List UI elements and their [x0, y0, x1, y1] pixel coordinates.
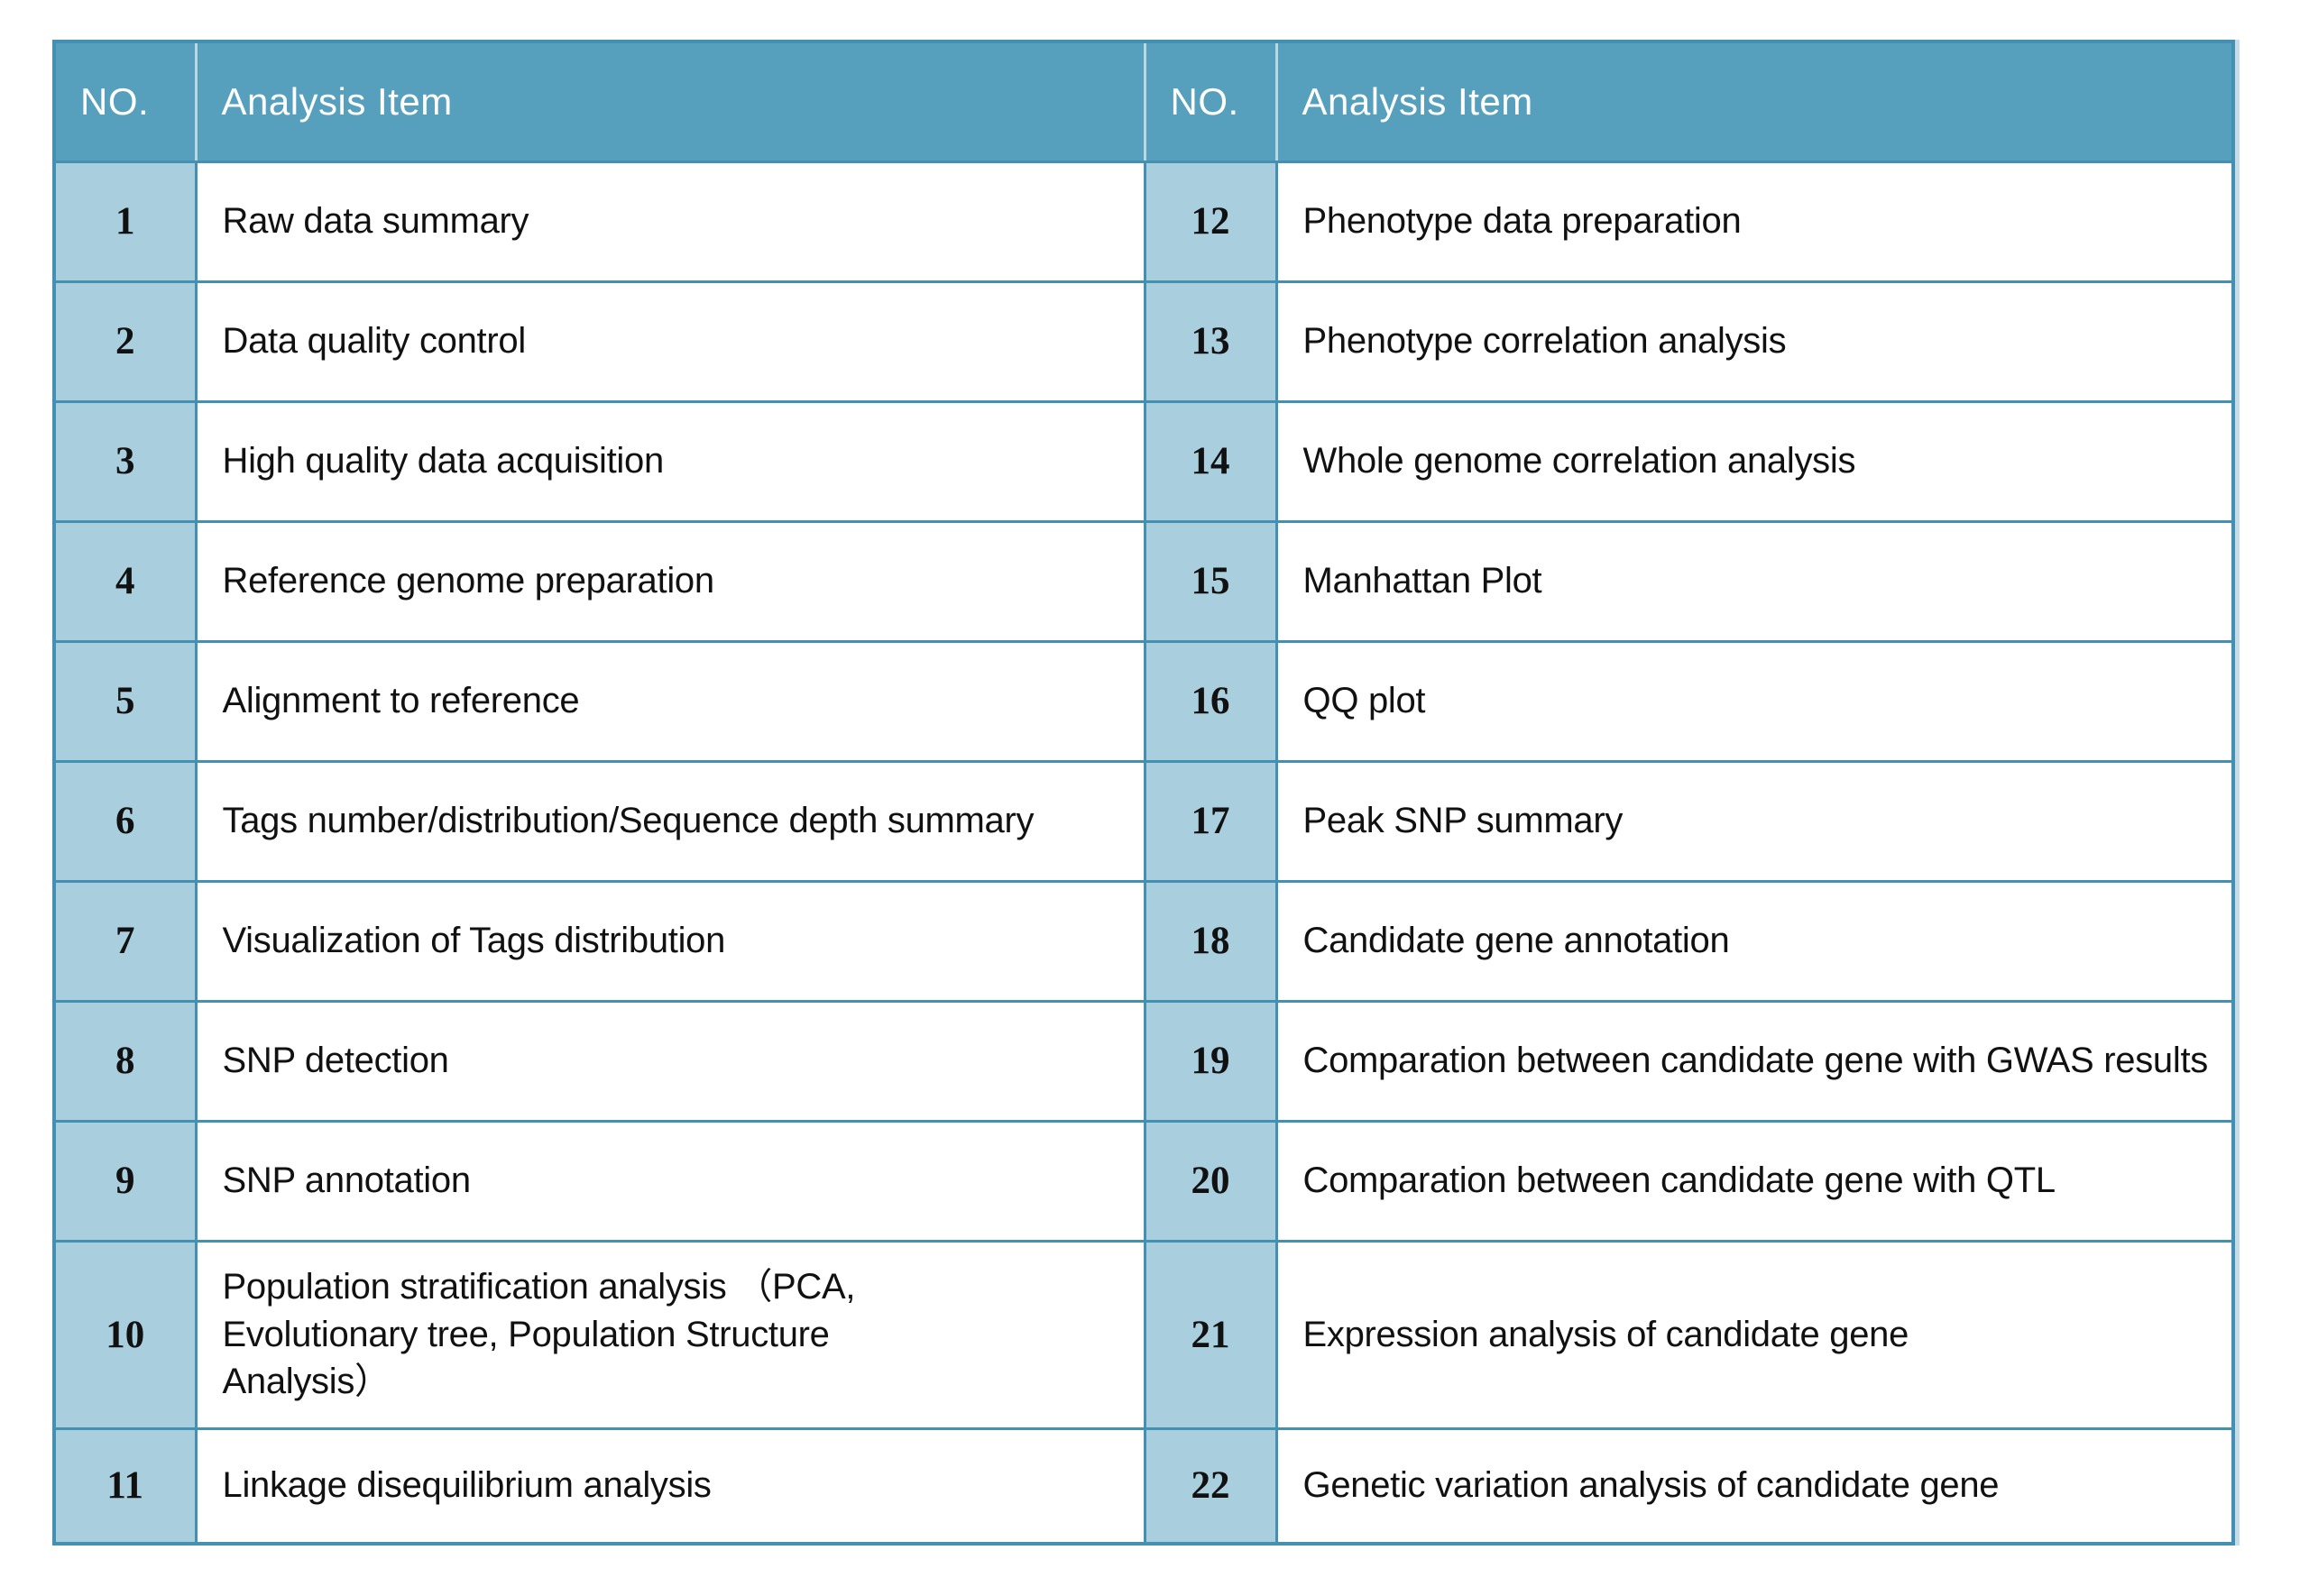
- analysis-item-cell: Visualization of Tags distribution: [194, 879, 1146, 1003]
- table-row: 10 Population stratification analysis （PC…: [52, 1239, 2235, 1430]
- analysis-item-cell: Phenotype data preparation: [1274, 160, 2235, 283]
- table-row: 1 Raw data summary 12 Phenotype data prepar…: [52, 160, 2235, 283]
- table-row: 5 Alignment to reference 16 QQ plot: [52, 639, 2235, 763]
- analysis-item-cell: Phenotype correlation analysis: [1274, 280, 2235, 403]
- row-number-cell: 8: [52, 999, 198, 1123]
- row-number-cell: 14: [1143, 399, 1278, 523]
- analysis-item-cell: Genetic variation analysis of candidate …: [1274, 1426, 2235, 1546]
- table-row: 2 Data quality control 13 Phenotype correla…: [52, 280, 2235, 403]
- table-row: 11 Linkage disequilibrium analysis 22 Genet…: [52, 1426, 2235, 1546]
- row-number-cell: 2: [52, 280, 198, 403]
- header-item-left: Analysis Item: [194, 40, 1146, 163]
- analysis-item-cell: SNP detection: [194, 999, 1146, 1123]
- row-number-cell: 3: [52, 399, 198, 523]
- table-row: 6 Tags number/distribution/Sequence depth…: [52, 759, 2235, 883]
- row-number-cell: 7: [52, 879, 198, 1003]
- row-number-cell: 5: [52, 639, 198, 763]
- analysis-item-cell: Linkage disequilibrium analysis: [194, 1426, 1146, 1546]
- header-no-left: NO.: [52, 40, 198, 163]
- table-row: 3 High quality data acquisition 14 Whole ge…: [52, 399, 2235, 523]
- analysis-item-cell: Reference genome preparation: [194, 519, 1146, 643]
- analysis-item-cell: Whole genome correlation analysis: [1274, 399, 2235, 523]
- row-number-cell: 4: [52, 519, 198, 643]
- row-number-cell: 11: [52, 1426, 198, 1546]
- analysis-item-cell: Tags number/distribution/Sequence depth …: [194, 759, 1146, 883]
- row-number-cell: 17: [1143, 759, 1278, 883]
- analysis-item-cell: Comparation between candidate gene with …: [1274, 999, 2235, 1123]
- analysis-item-cell: SNP annotation: [194, 1119, 1146, 1243]
- row-number-cell: 20: [1143, 1119, 1278, 1243]
- row-number-cell: 12: [1143, 160, 1278, 283]
- analysis-item-cell: Data quality control: [194, 280, 1146, 403]
- row-number-cell: 22: [1143, 1426, 1278, 1546]
- row-number-cell: 18: [1143, 879, 1278, 1003]
- row-number-cell: 19: [1143, 999, 1278, 1123]
- table-row: 8 SNP detection 19 Comparation between cand…: [52, 999, 2235, 1123]
- header-item-right: Analysis Item: [1274, 40, 2235, 163]
- row-number-cell: 13: [1143, 280, 1278, 403]
- row-number-cell: 6: [52, 759, 198, 883]
- row-number-cell: 16: [1143, 639, 1278, 763]
- analysis-table-wrap: NO. Analysis Item NO. Analysis Item 1 Raw…: [52, 40, 2235, 1546]
- analysis-item-cell: Peak SNP summary: [1274, 759, 2235, 883]
- table-row: 4 Reference genome preparation 15 Manhattan…: [52, 519, 2235, 643]
- analysis-item-cell: Expression analysis of candidate gene: [1274, 1239, 2235, 1430]
- analysis-item-cell: Raw data summary: [194, 160, 1146, 283]
- header-row: NO. Analysis Item NO. Analysis Item: [52, 40, 2235, 163]
- row-number-cell: 15: [1143, 519, 1278, 643]
- header-no-right: NO.: [1143, 40, 1278, 163]
- analysis-table: NO. Analysis Item NO. Analysis Item 1 Raw…: [52, 40, 2235, 1546]
- table-header: NO. Analysis Item NO. Analysis Item: [52, 40, 2235, 163]
- row-number-cell: 21: [1143, 1239, 1278, 1430]
- analysis-item-cell: High quality data acquisition: [194, 399, 1146, 523]
- table-body: 1 Raw data summary 12 Phenotype data prepar…: [52, 160, 2235, 1546]
- analysis-item-cell: Comparation between candidate gene with …: [1274, 1119, 2235, 1243]
- row-number-cell: 1: [52, 160, 198, 283]
- row-number-cell: 9: [52, 1119, 198, 1243]
- analysis-item-cell: Candidate gene annotation: [1274, 879, 2235, 1003]
- table-row: 7 Visualization of Tags distribution 18 Can…: [52, 879, 2235, 1003]
- analysis-item-cell: Manhattan Plot: [1274, 519, 2235, 643]
- table-row: 9 SNP annotation 20 Comparation between can…: [52, 1119, 2235, 1243]
- analysis-item-cell: Population stratification analysis （PCA,…: [194, 1239, 1146, 1430]
- row-number-cell: 10: [52, 1239, 198, 1430]
- analysis-item-cell: Alignment to reference: [194, 639, 1146, 763]
- analysis-item-cell: QQ plot: [1274, 639, 2235, 763]
